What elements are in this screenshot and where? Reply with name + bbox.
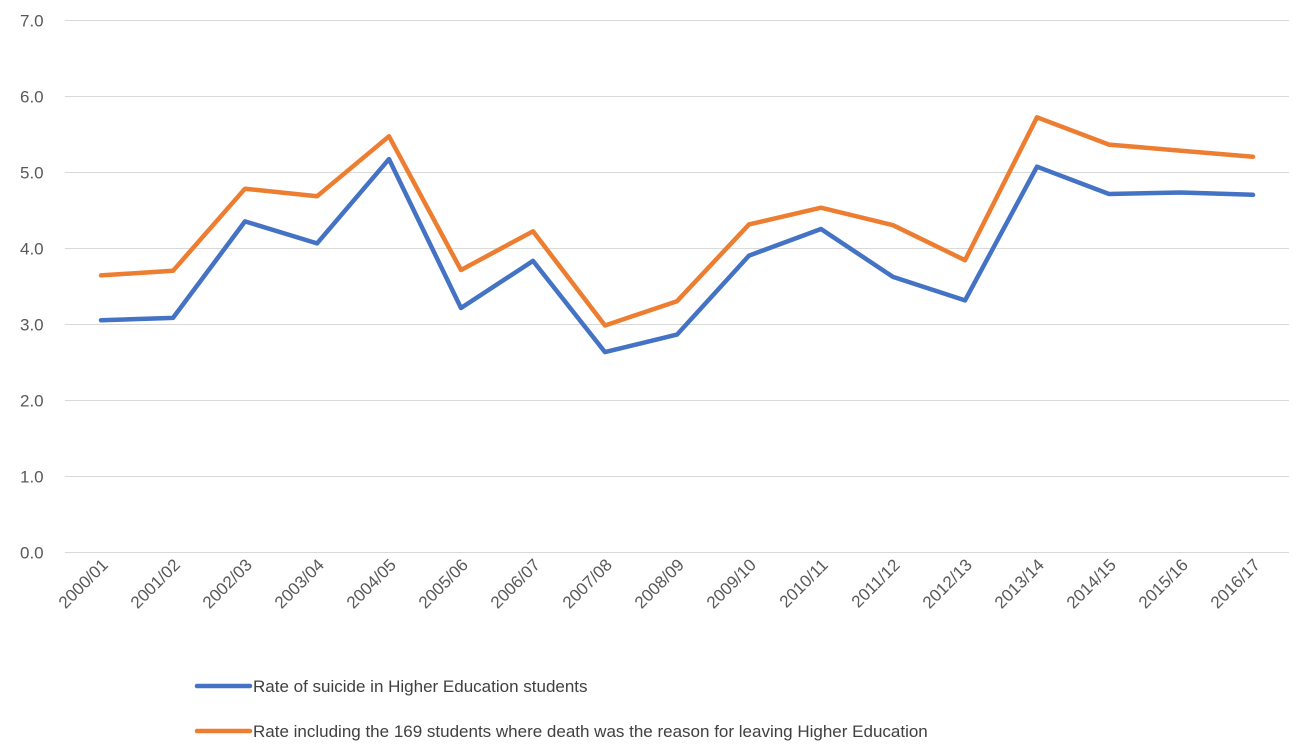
y-tick-label: 2.0 (20, 392, 44, 411)
y-tick-label: 1.0 (20, 468, 44, 487)
x-tick-label: 2016/17 (1207, 555, 1264, 612)
legend: Rate of suicide in Higher Education stud… (194, 677, 928, 741)
x-tick-label: 2013/14 (991, 555, 1048, 612)
y-tick-label: 5.0 (20, 164, 44, 183)
x-tick-label: 2015/16 (1135, 555, 1192, 612)
x-tick-label: 2002/03 (199, 555, 256, 612)
x-tick-label: 2005/06 (415, 555, 472, 612)
y-axis-tick-labels: 0.0 1.0 2.0 3.0 4.0 5.0 6.0 7.0 (20, 12, 44, 563)
legend-label-2: Rate including the 169 students where de… (253, 722, 928, 741)
x-tick-label: 2008/09 (631, 555, 688, 612)
x-axis-tick-labels: 2000/01 2001/02 2002/03 2003/04 2004/05 2005/… (55, 555, 1264, 612)
y-tick-label: 4.0 (20, 240, 44, 259)
x-tick-label: 2007/08 (559, 555, 616, 612)
x-tick-label: 2001/02 (127, 555, 184, 612)
series-lines (98, 115, 1256, 355)
legend-label-1: Rate of suicide in Higher Education stud… (253, 677, 588, 696)
x-tick-label: 2003/04 (271, 555, 328, 612)
y-tick-label: 3.0 (20, 316, 44, 335)
y-tick-label: 0.0 (20, 544, 44, 563)
x-tick-label: 2004/05 (343, 555, 400, 612)
x-tick-label: 2000/01 (55, 555, 112, 612)
x-tick-label: 2010/11 (776, 555, 832, 611)
y-tick-label: 7.0 (20, 12, 44, 31)
x-tick-label: 2009/10 (703, 555, 760, 612)
gridlines (65, 20, 1289, 553)
x-tick-label: 2012/13 (919, 555, 976, 612)
series-line-1 (98, 156, 1256, 355)
x-tick-label: 2006/07 (487, 555, 544, 612)
series-line-2 (98, 115, 1256, 328)
y-tick-label: 6.0 (20, 88, 44, 107)
x-tick-label: 2011/12 (848, 555, 904, 611)
x-tick-label: 2014/15 (1063, 555, 1120, 612)
